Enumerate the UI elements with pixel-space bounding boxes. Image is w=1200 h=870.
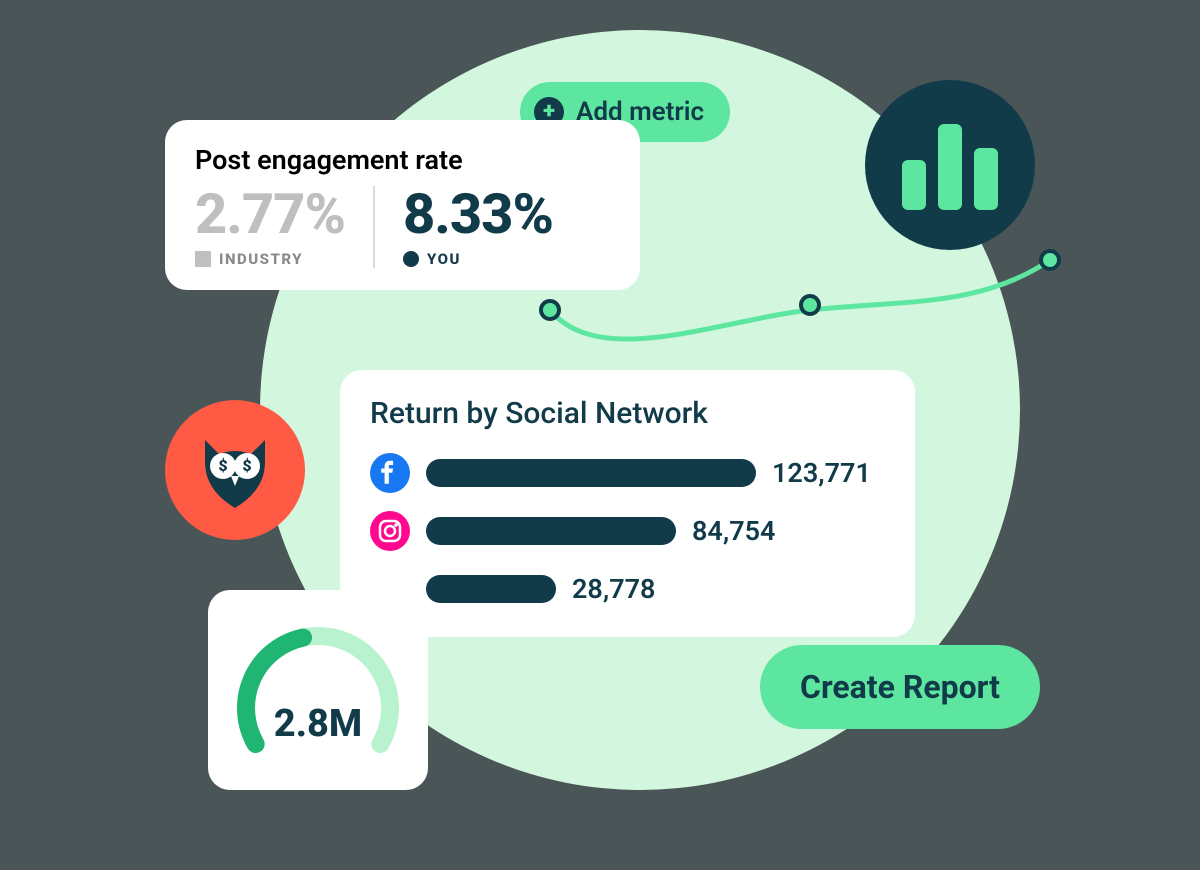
network-bar	[426, 517, 676, 545]
network-row: 123,771	[370, 453, 885, 493]
trend-point-icon	[799, 294, 821, 316]
trend-point-icon	[1039, 249, 1061, 271]
gauge-value: 2.8M	[228, 702, 408, 746]
network-value: 123,771	[772, 457, 871, 489]
svg-text:$: $	[218, 456, 227, 475]
industry-swatch-icon	[195, 251, 211, 267]
create-report-label: Create Report	[800, 668, 1000, 706]
returns-card: Return by Social Network 123,771 84,754 28…	[340, 370, 915, 637]
network-value: 28,778	[572, 573, 655, 605]
bar-chart-icon	[865, 80, 1035, 250]
engagement-card: Post engagement rate 2.77% INDUSTRY 8.33…	[165, 120, 640, 290]
industry-value: 2.77%	[195, 186, 345, 242]
analytics-infographic: + Add metric Post engagement rate 2.77% …	[0, 0, 1200, 870]
trend-point-icon	[539, 299, 561, 321]
you-label: YOU	[427, 250, 461, 268]
network-bar	[426, 575, 556, 603]
hootsuite-owl-icon: $ $	[165, 400, 305, 540]
you-swatch-icon	[403, 251, 419, 267]
instagram-icon	[370, 511, 410, 551]
chart-bar	[938, 124, 962, 210]
engagement-title: Post engagement rate	[195, 144, 610, 176]
chart-bar	[902, 160, 926, 210]
gauge-card: 2.8M	[208, 590, 428, 790]
create-report-button[interactable]: Create Report	[760, 645, 1040, 729]
network-row: 84,754	[370, 511, 885, 551]
chart-bar	[974, 148, 998, 210]
svg-text:$: $	[242, 456, 251, 475]
returns-title: Return by Social Network	[370, 396, 885, 431]
you-value: 8.33%	[403, 186, 553, 242]
network-bar	[426, 459, 756, 487]
network-value: 84,754	[692, 515, 775, 547]
network-row: 28,778	[370, 569, 885, 609]
gauge-icon	[228, 610, 408, 770]
industry-label: INDUSTRY	[219, 250, 303, 268]
facebook-icon	[370, 453, 410, 493]
